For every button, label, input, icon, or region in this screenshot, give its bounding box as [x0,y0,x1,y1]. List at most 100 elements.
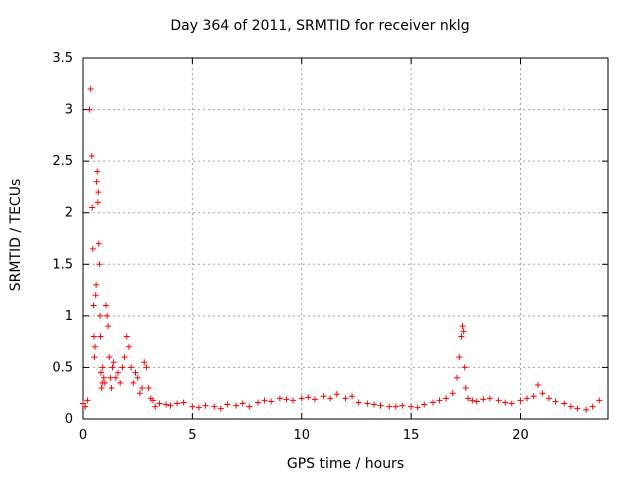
data-point [90,333,97,340]
data-point [583,406,590,413]
data-point [589,403,596,410]
data-point [92,292,99,299]
data-point [469,397,476,404]
y-tick-label: 3 [65,103,73,118]
data-point [94,199,101,206]
data-point [539,390,546,397]
data-point [530,393,537,400]
data-point [246,403,253,410]
data-point [545,395,552,402]
data-point [268,398,275,405]
data-point [524,395,531,402]
data-point [119,364,126,371]
data-point [132,369,139,376]
data-point [87,85,94,92]
data-point [217,405,224,412]
data-point [101,379,108,386]
data-point [458,333,465,340]
x-axis-label: GPS time / hours [286,456,405,472]
data-point [327,395,334,402]
data-point [421,401,428,408]
data-point [112,374,119,381]
data-point [107,374,114,381]
data-point [109,364,116,371]
chart-title: Day 364 of 2011, SRMTID for receiver nkl… [170,18,470,34]
x-tick-label: 0 [79,428,87,443]
data-point [80,400,86,407]
data-point [320,393,327,400]
data-point [150,397,156,404]
data-point [414,404,421,411]
data-point [195,404,202,411]
x-tick-label: 10 [293,428,310,443]
data-point [136,390,143,397]
data-point [233,402,240,409]
data-point [96,261,103,268]
y-tick-label: 1.5 [52,257,73,272]
data-point [145,385,152,392]
data-point [98,385,105,392]
y-tick-label: 0 [65,412,73,427]
data-point [102,302,109,309]
data-point [480,396,487,403]
data-point [167,402,174,409]
data-point [561,400,568,407]
data-point [342,395,349,402]
data-point [261,397,268,404]
data-point [276,395,283,402]
data-point [125,343,132,350]
data-point [94,168,101,175]
data-point [305,394,312,401]
data-point [502,399,509,406]
data-point [574,405,581,412]
data-point [95,240,102,247]
data-point [163,401,170,408]
data-point [106,354,113,361]
data-point [90,302,97,309]
data-point [93,178,100,185]
data-point [408,403,415,410]
data-point [392,403,399,410]
data-point [517,397,524,404]
data-point [89,245,96,252]
data-point [156,400,163,407]
data-point [596,397,603,404]
data-point [462,385,469,392]
data-point [290,397,296,404]
data-point [104,312,111,319]
data-point [508,400,515,407]
data-point [189,403,196,410]
data-point [121,354,128,361]
data-point [283,396,290,403]
x-tick-label: 15 [403,428,420,443]
data-point [461,364,468,371]
data-point [130,379,137,386]
data-point [139,385,146,392]
plot-border [82,57,609,420]
data-point [93,281,100,288]
data-point [134,374,141,381]
data-point [89,204,96,211]
data-point [454,374,461,381]
data-point [84,397,91,404]
data-point [92,343,99,350]
data-point [298,395,305,402]
data-point [386,403,393,410]
x-tick-label: 20 [512,428,529,443]
data-point [460,328,467,335]
data-point [117,379,124,386]
data-point [399,402,406,409]
data-point [95,189,102,196]
data-point [115,369,121,376]
data-point [91,354,98,361]
data-point [377,402,384,409]
data-point [449,390,456,397]
data-point [456,354,463,361]
data-point [141,359,148,366]
data-point [311,396,318,403]
data-point [473,398,480,405]
data-point [567,403,574,410]
data-point [180,399,187,406]
data-point [535,381,541,388]
